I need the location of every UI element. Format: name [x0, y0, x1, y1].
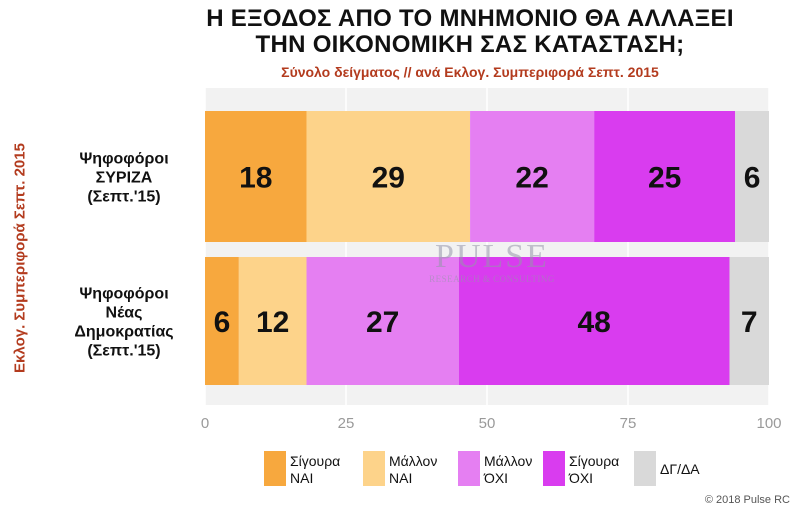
- bar-value-label: 7: [741, 306, 758, 339]
- legend-swatch: [264, 451, 286, 486]
- legend-label: ΌΧΙ: [568, 470, 593, 486]
- x-tick-label: 0: [201, 415, 209, 432]
- bar-segment: [458, 257, 730, 385]
- bar-segment: [306, 257, 459, 385]
- watermark-tagline: RESEARCH & CONSULTING: [429, 274, 555, 284]
- x-tick-label: 50: [479, 415, 496, 432]
- legend-label: Μάλλον: [389, 453, 437, 469]
- x-tick-label: 75: [620, 415, 637, 432]
- copyright-notice: © 2018 Pulse RC: [704, 494, 790, 506]
- watermark-brand: PULSE: [435, 238, 549, 275]
- bar-value-label: 6: [214, 306, 231, 339]
- y-category-label: Ψηφοφόροι: [79, 151, 168, 168]
- bar-segment: [238, 257, 307, 385]
- legend-label: ΔΓ/ΔΑ: [660, 461, 700, 477]
- bar-segment: [470, 111, 595, 242]
- y-category-label: (Σεπτ.'15): [87, 189, 160, 206]
- legend-label: Μάλλον: [484, 453, 532, 469]
- bar-value-label: 22: [515, 162, 548, 195]
- bar-value-label: 6: [744, 162, 761, 195]
- legend-label: Σίγουρα: [569, 453, 619, 469]
- bar-value-label: 25: [648, 162, 681, 195]
- bar-value-label: 27: [366, 306, 399, 339]
- y-category-label: ΣΥΡΙΖΑ: [96, 170, 153, 187]
- chart-title-line-1: Η ΕΞΟΔΟΣ ΑΠΟ ΤΟ ΜΝΗΜΟΝΙΟ ΘΑ ΑΛΛΑΞΕΙ: [206, 5, 734, 32]
- legend-label: ΝΑΙ: [290, 470, 313, 486]
- bar-segment: [594, 111, 736, 242]
- x-tick-label: 25: [338, 415, 355, 432]
- chart-title-line-2: ΤΗΝ ΟΙΚΟΝΟΜΙΚΗ ΣΑΣ ΚΑΤΑΣΤΑΣΗ;: [255, 31, 685, 58]
- y-category-label: Νέας: [106, 305, 143, 322]
- bar-value-label: 12: [256, 306, 289, 339]
- y-category-label: Δημοκρατίας: [74, 324, 173, 341]
- bar-segment: [205, 111, 307, 242]
- bar-value-label: 48: [577, 306, 610, 339]
- legend-label: ΝΑΙ: [389, 470, 412, 486]
- x-tick-label: 100: [756, 415, 781, 432]
- bar-segment: [306, 111, 471, 242]
- bar-segment: [205, 257, 239, 385]
- y-category-label: (Σεπτ.'15): [87, 343, 160, 360]
- legend-swatch: [458, 451, 480, 486]
- bar-value-label: 18: [239, 162, 272, 195]
- legend-swatch: [363, 451, 385, 486]
- bar-segment: [735, 111, 769, 242]
- bar-segment: [729, 257, 769, 385]
- legend-label: ΌΧΙ: [483, 470, 508, 486]
- legend-swatch: [634, 451, 656, 486]
- pulse-watermark: PULSE RESEARCH & CONSULTING: [427, 238, 557, 285]
- y-category-label: Ψηφοφόροι: [79, 286, 168, 303]
- bar-value-label: 29: [372, 162, 405, 195]
- chart-subtitle: Σύνολο δείγματος // ανά Εκλογ. Συμπεριφο…: [281, 64, 659, 80]
- legend-swatch: [543, 451, 565, 486]
- legend-label: Σίγουρα: [290, 453, 340, 469]
- chart-title: Η ΕΞΟΔΟΣ ΑΠΟ ΤΟ ΜΝΗΜΟΝΙΟ ΘΑ ΑΛΛΑΞΕΙ ΤΗΝ …: [150, 6, 790, 58]
